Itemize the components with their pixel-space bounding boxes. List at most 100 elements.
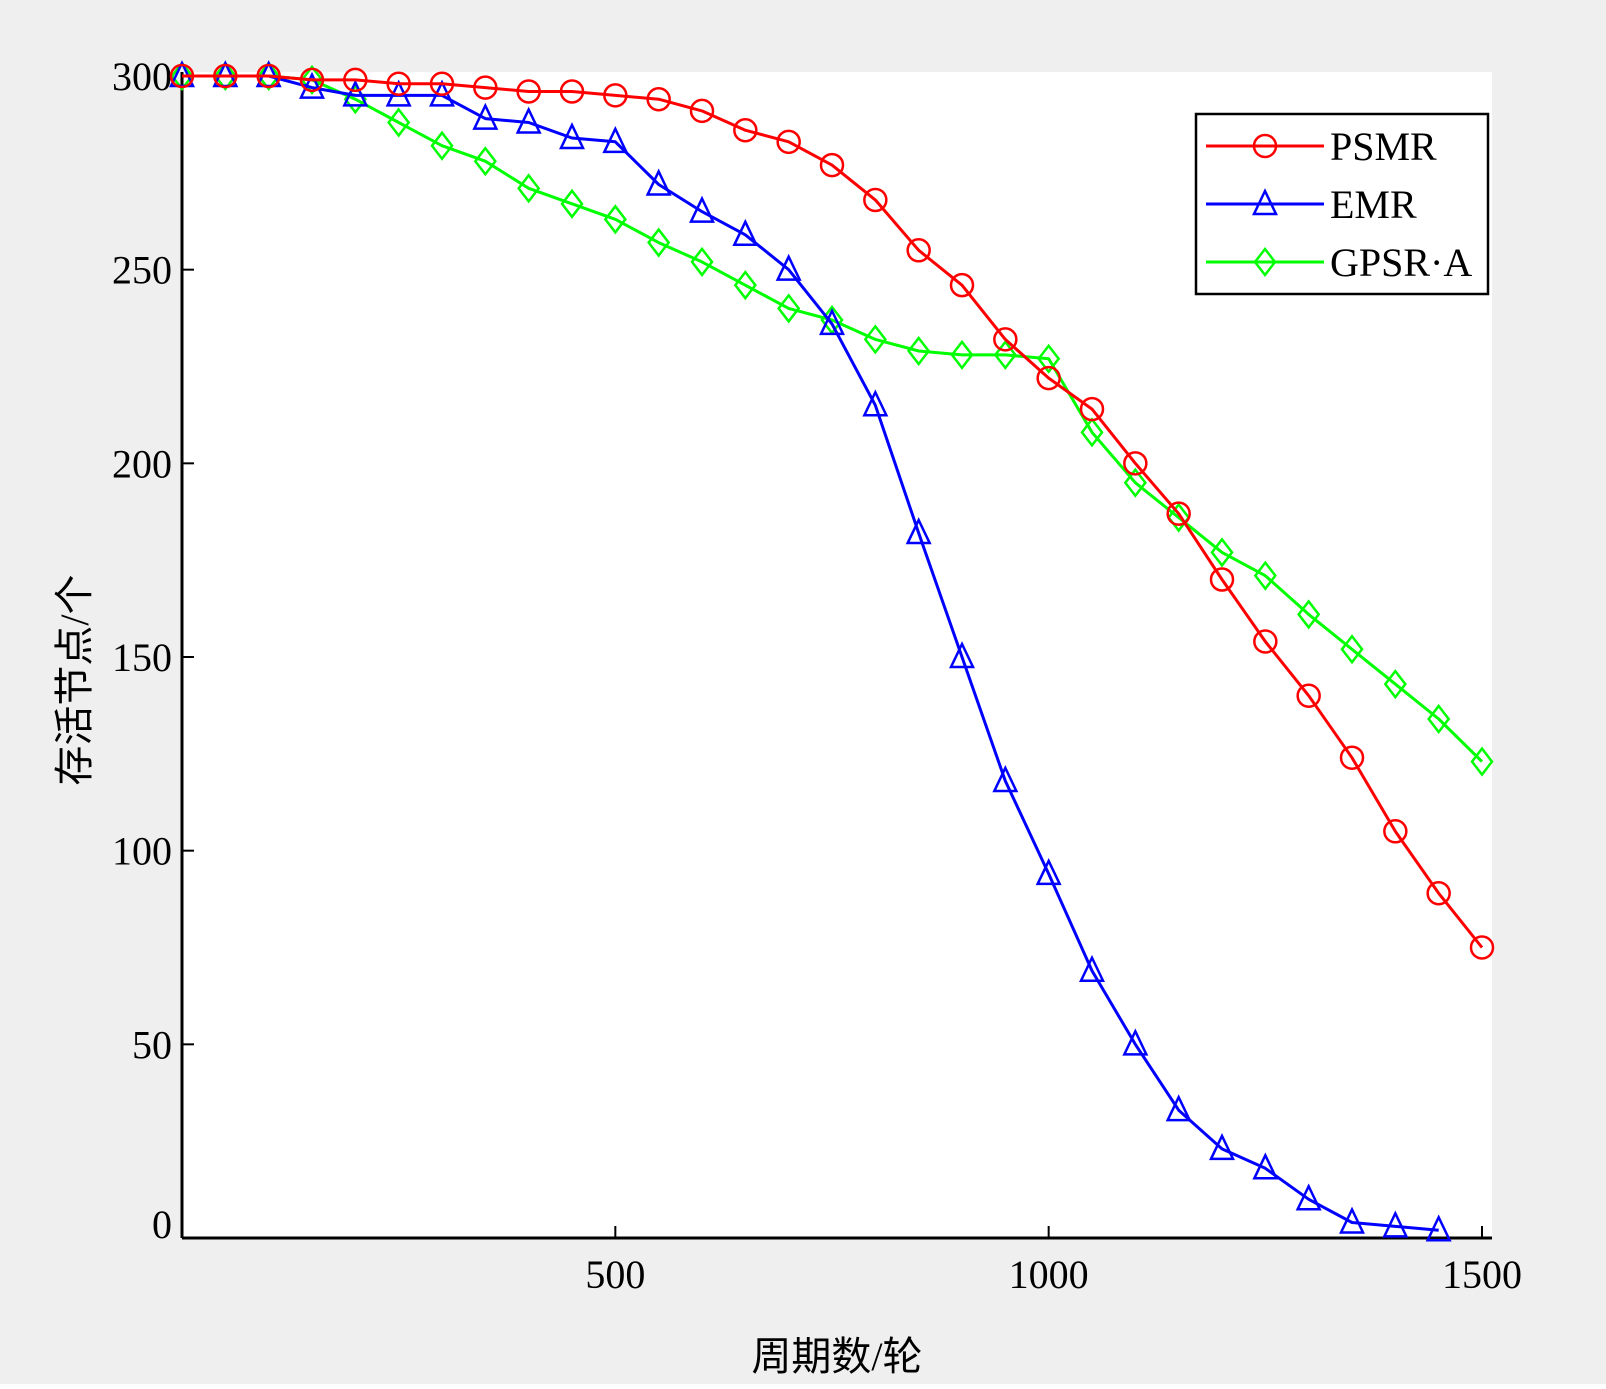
data-point-circle	[776, 129, 801, 155]
data-point-circle	[949, 272, 975, 298]
data-point-diamond	[993, 339, 1017, 370]
data-point-circle	[1079, 396, 1105, 422]
data-point-triangle	[1339, 1206, 1365, 1234]
data-point-circle	[559, 79, 585, 104]
data-point-circle	[213, 63, 238, 89]
legend-label: PSMR	[1330, 124, 1437, 169]
data-point-circle	[1253, 629, 1278, 654]
data-point-diamond	[1383, 669, 1407, 700]
data-point-triangle	[1079, 954, 1105, 982]
x-tick-label: 500	[585, 1252, 645, 1297]
data-point-diamond	[907, 335, 931, 367]
data-point-diamond	[1470, 746, 1494, 777]
data-point-triangle	[1165, 1094, 1192, 1122]
data-point-diamond	[1210, 537, 1234, 568]
data-point-diamond	[257, 60, 281, 92]
data-point-triangle	[515, 106, 542, 134]
data-point-triangle	[559, 122, 585, 150]
data-point-triangle	[1382, 1210, 1409, 1238]
data-point-triangle	[342, 79, 369, 107]
data-point-diamond	[1297, 599, 1321, 630]
data-point-triangle	[1295, 1183, 1322, 1211]
data-point-diamond	[950, 339, 974, 370]
data-point-triangle	[689, 195, 715, 223]
data-point-diamond	[1080, 417, 1104, 448]
data-point-diamond	[777, 293, 801, 324]
data-point-diamond	[647, 227, 671, 258]
data-point-circle	[646, 86, 671, 112]
data-point-circle	[1296, 683, 1321, 708]
data-point-triangle	[949, 641, 975, 669]
series-diamond	[170, 60, 1494, 777]
data-point-circle	[169, 63, 195, 89]
legend-label: EMR	[1330, 182, 1417, 227]
data-point-circle	[689, 98, 715, 124]
data-point-triangle	[472, 102, 499, 130]
data-point-triangle	[862, 389, 889, 417]
data-point-diamond	[603, 204, 627, 235]
data-point-diamond	[387, 107, 411, 138]
data-point-circle	[1426, 881, 1451, 906]
x-tick-label: 1500	[1442, 1252, 1522, 1297]
data-point-diamond	[517, 173, 541, 204]
series-line-circle	[182, 74, 1484, 949]
y-tick-label: 250	[112, 248, 172, 293]
data-point-diamond	[863, 324, 887, 355]
data-point-triangle	[645, 168, 672, 196]
y-tick-label: 200	[112, 441, 172, 486]
x-tick-label: 1000	[1009, 1252, 1089, 1297]
y-tick-label: 150	[112, 635, 172, 680]
data-point-triangle	[992, 765, 1019, 793]
legend-swatch-marker	[1253, 246, 1277, 278]
data-point-triangle	[819, 307, 845, 336]
legend-swatch-marker	[1252, 133, 1278, 159]
axis-ticks: 0 50 100 150 200 250 300 500 1000 1500	[112, 54, 1522, 1297]
data-point-triangle	[1035, 858, 1062, 886]
data-point-circle	[1166, 501, 1191, 526]
data-point-triangle	[1209, 1133, 1235, 1161]
y-tick-label: 100	[112, 829, 172, 874]
legend-item-triangle: EMR	[1206, 182, 1417, 227]
legend-item-circle: PSMR	[1206, 124, 1437, 169]
data-point-circle	[1123, 451, 1148, 476]
data-point-diamond	[1167, 502, 1191, 533]
data-point-triangle	[299, 71, 325, 99]
data-point-circle	[906, 238, 931, 263]
data-point-circle	[1339, 745, 1365, 770]
data-point-diamond	[430, 130, 454, 161]
data-point-circle	[1036, 365, 1061, 391]
data-point-circle	[863, 187, 888, 213]
data-point-circle	[386, 71, 411, 96]
data-point-triangle	[1122, 1028, 1149, 1056]
data-point-circle	[1209, 567, 1235, 592]
data-point-circle	[1469, 935, 1495, 960]
data-point-diamond	[473, 146, 497, 177]
data-point-circle	[343, 67, 368, 93]
data-point-diamond	[1253, 560, 1277, 591]
data-point-diamond	[560, 188, 584, 219]
data-point-circle	[819, 152, 845, 178]
y-axis-title: 存活节点/个	[52, 574, 97, 785]
data-point-circle	[299, 67, 325, 93]
data-point-diamond	[733, 270, 757, 301]
data-point-triangle	[905, 517, 932, 545]
data-point-diamond	[1340, 634, 1364, 665]
series-layer	[169, 60, 1495, 1242]
data-point-circle	[1383, 819, 1408, 844]
legend: PSMR EMR GPSR·A	[1194, 112, 1490, 296]
data-point-diamond	[213, 60, 237, 92]
data-point-diamond	[1037, 343, 1061, 374]
data-point-circle	[516, 79, 541, 104]
data-point-triangle	[732, 218, 759, 247]
legend-swatch-marker	[1252, 188, 1278, 216]
x-axis-title: 周期数/轮	[751, 1334, 922, 1379]
legend-item-diamond: GPSR·A	[1206, 240, 1472, 285]
y-tick-label: 0	[152, 1202, 172, 1247]
legend-label: GPSR·A	[1330, 240, 1472, 285]
data-point-triangle	[775, 253, 802, 281]
y-tick-label: 300	[112, 54, 172, 99]
data-point-circle	[256, 63, 281, 89]
data-point-circle	[429, 71, 455, 96]
